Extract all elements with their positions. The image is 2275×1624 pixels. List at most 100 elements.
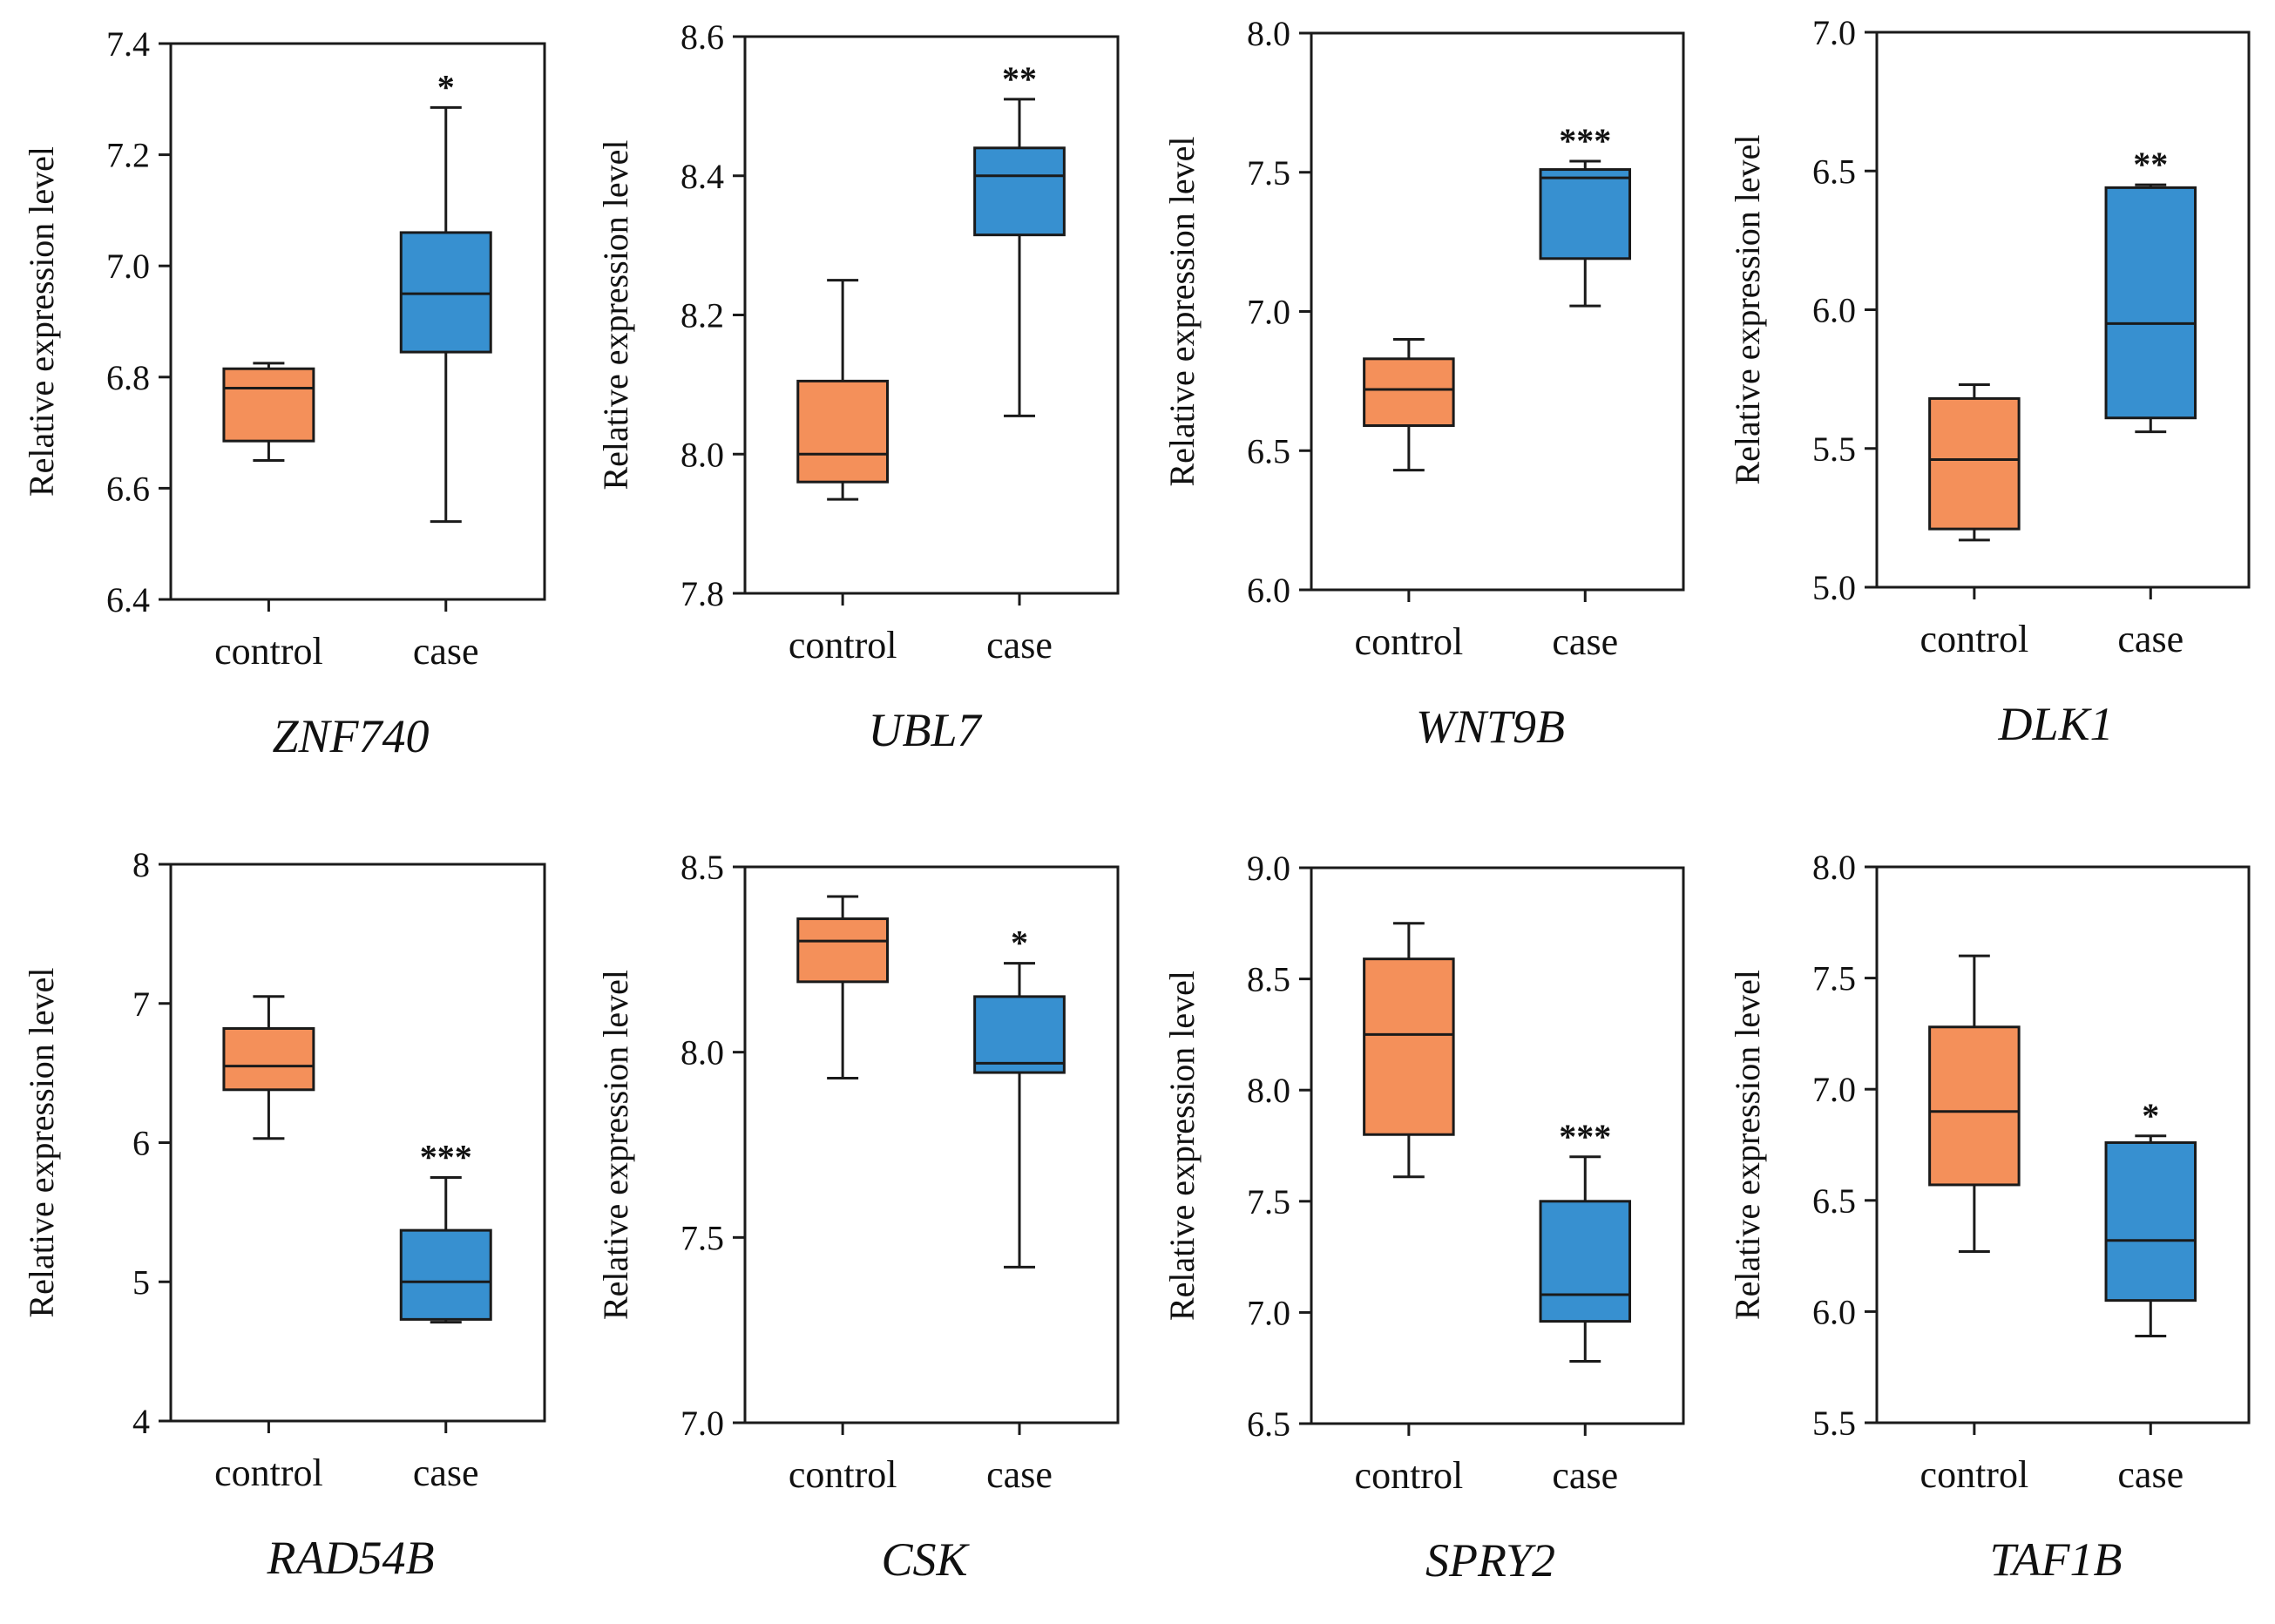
significance-marker: ** [2133,145,2168,184]
x-tick-label-control: control [1355,1454,1464,1497]
y-axis-label: Relative expression level [1728,970,1767,1320]
x-tick-label-case: case [1552,1454,1618,1497]
y-axis-label: Relative expression level [1162,971,1202,1321]
box-case [399,105,492,524]
chart-panel-dlk1: 5.0 5.5 6.0 6.5 7.0 control case Relative expre… [1728,13,2251,750]
y-tick-label: 8.0 [1812,848,1856,887]
y-axis-label: Relative expression level [22,967,61,1317]
y-tick-label: 7.5 [1812,959,1856,998]
y-tick-label: 6.0 [1812,291,1856,330]
y-axis-label: Relative expression level [1162,136,1202,486]
y-tick-label: 6.0 [1247,571,1290,610]
gene-title: CSK [881,1533,970,1586]
plot-frame [1310,31,1685,592]
y-tick-label: 8 [132,845,150,884]
y-tick-label: 8.5 [1247,960,1290,999]
gene-title: SPRY2 [1425,1534,1555,1587]
y-tick-label: 7.2 [106,136,150,175]
significance-marker: * [437,67,455,106]
box-control [796,895,889,1079]
y-tick-label: 7.0 [1812,13,1856,52]
y-tick-label: 8.0 [1247,1071,1290,1110]
y-tick-label: 8.5 [680,848,724,887]
y-tick-label: 5 [132,1262,150,1302]
y-tick-label: 8.2 [680,296,724,335]
box-iqr [222,1027,315,1092]
box-case [2104,1134,2197,1337]
y-tick-label: 7.4 [106,24,150,64]
y-tick-label: 7.5 [1247,153,1290,193]
plot-frame [1875,865,2251,1424]
box-iqr [796,379,889,484]
y-tick-label: 7.0 [1812,1070,1856,1109]
plot-frame [169,42,546,601]
x-tick-label-case: case [986,624,1053,667]
box-iqr [1539,1200,1632,1323]
plot-frame [169,863,546,1423]
box-iqr [1928,1025,2021,1187]
y-tick-label: 4 [132,1402,150,1441]
box-iqr [1363,957,1455,1136]
box-iqr [222,367,315,443]
chart-panel-znf740: 6.4 6.6 6.8 7.0 7.2 7.4 control case Relative ex… [22,24,546,762]
box-iqr [796,917,889,984]
x-tick-label-control: control [1920,618,2029,660]
box-iqr [973,995,1066,1074]
y-tick-label: 6.8 [106,358,150,397]
box-control [1363,337,1455,472]
y-tick-label: 6 [132,1124,150,1163]
y-tick-label: 8.0 [680,1033,724,1073]
significance-marker: ** [1002,59,1037,98]
chart-panel-taf1b: 5.5 6.0 6.5 7.0 7.5 8.0 control case Relative ex… [1728,848,2251,1586]
box-control [796,279,889,501]
y-tick-label: 6.5 [1812,1181,1856,1221]
box-iqr [399,1228,492,1321]
significance-marker: *** [420,1137,472,1176]
x-tick-label-case: case [1552,620,1618,663]
y-tick-label: 6.5 [1812,152,1856,191]
y-tick-label: 7.0 [1247,1293,1290,1332]
y-tick-label: 5.0 [1812,568,1856,607]
chart-panel-spry2: 6.5 7.0 7.5 8.0 8.5 9.0 control case Relative ex… [1162,849,1685,1587]
x-tick-label-case: case [2117,618,2184,660]
significance-marker: *** [1559,1117,1611,1156]
plot-frame [1310,866,1685,1425]
y-tick-label: 5.5 [1812,1404,1856,1443]
plot-frame [743,35,1120,595]
y-tick-label: 6.5 [1247,1404,1290,1444]
x-tick-label-control: control [214,1451,323,1494]
x-tick-label-case: case [986,1453,1053,1496]
box-iqr [2104,186,2197,420]
y-tick-label: 8.0 [1247,14,1290,53]
gene-title: UBL7 [868,704,982,756]
y-axis-label: Relative expression level [1728,134,1767,484]
x-tick-label-control: control [214,630,323,673]
x-tick-label-control: control [789,1453,897,1496]
gene-title: ZNF740 [272,710,429,762]
box-control [1928,954,2021,1253]
y-tick-label: 9.0 [1247,849,1290,888]
box-iqr [1928,396,2021,531]
significance-marker: * [1011,924,1028,963]
y-tick-label: 6.0 [1812,1292,1856,1331]
x-tick-label-control: control [789,624,897,667]
significance-marker: * [2142,1096,2159,1135]
box-case [399,1175,492,1324]
box-iqr [399,231,492,354]
box-iqr [1363,357,1455,427]
plot-frame [743,865,1120,1424]
chart-panel-csk: 7.0 7.5 8.0 8.5 control case Relative expressi… [596,848,1120,1586]
y-tick-label: 8.0 [680,435,724,474]
box-control [222,995,315,1140]
chart-panel-ubl7: 7.8 8.0 8.2 8.4 8.6 control case Relative expre… [596,17,1120,756]
gene-title: TAF1B [1990,1533,2123,1586]
x-tick-label-control: control [1355,620,1464,663]
box-case [1539,159,1632,308]
y-tick-label: 6.5 [1247,431,1290,470]
chart-panel-wnt9b: 6.0 6.5 7.0 7.5 8.0 control case Relative expre… [1162,14,1685,753]
y-tick-label: 7.8 [680,574,724,613]
box-case [2104,183,2197,434]
gene-title: DLK1 [1997,698,2113,750]
box-control [1363,922,1455,1179]
y-tick-label: 5.5 [1812,430,1856,469]
